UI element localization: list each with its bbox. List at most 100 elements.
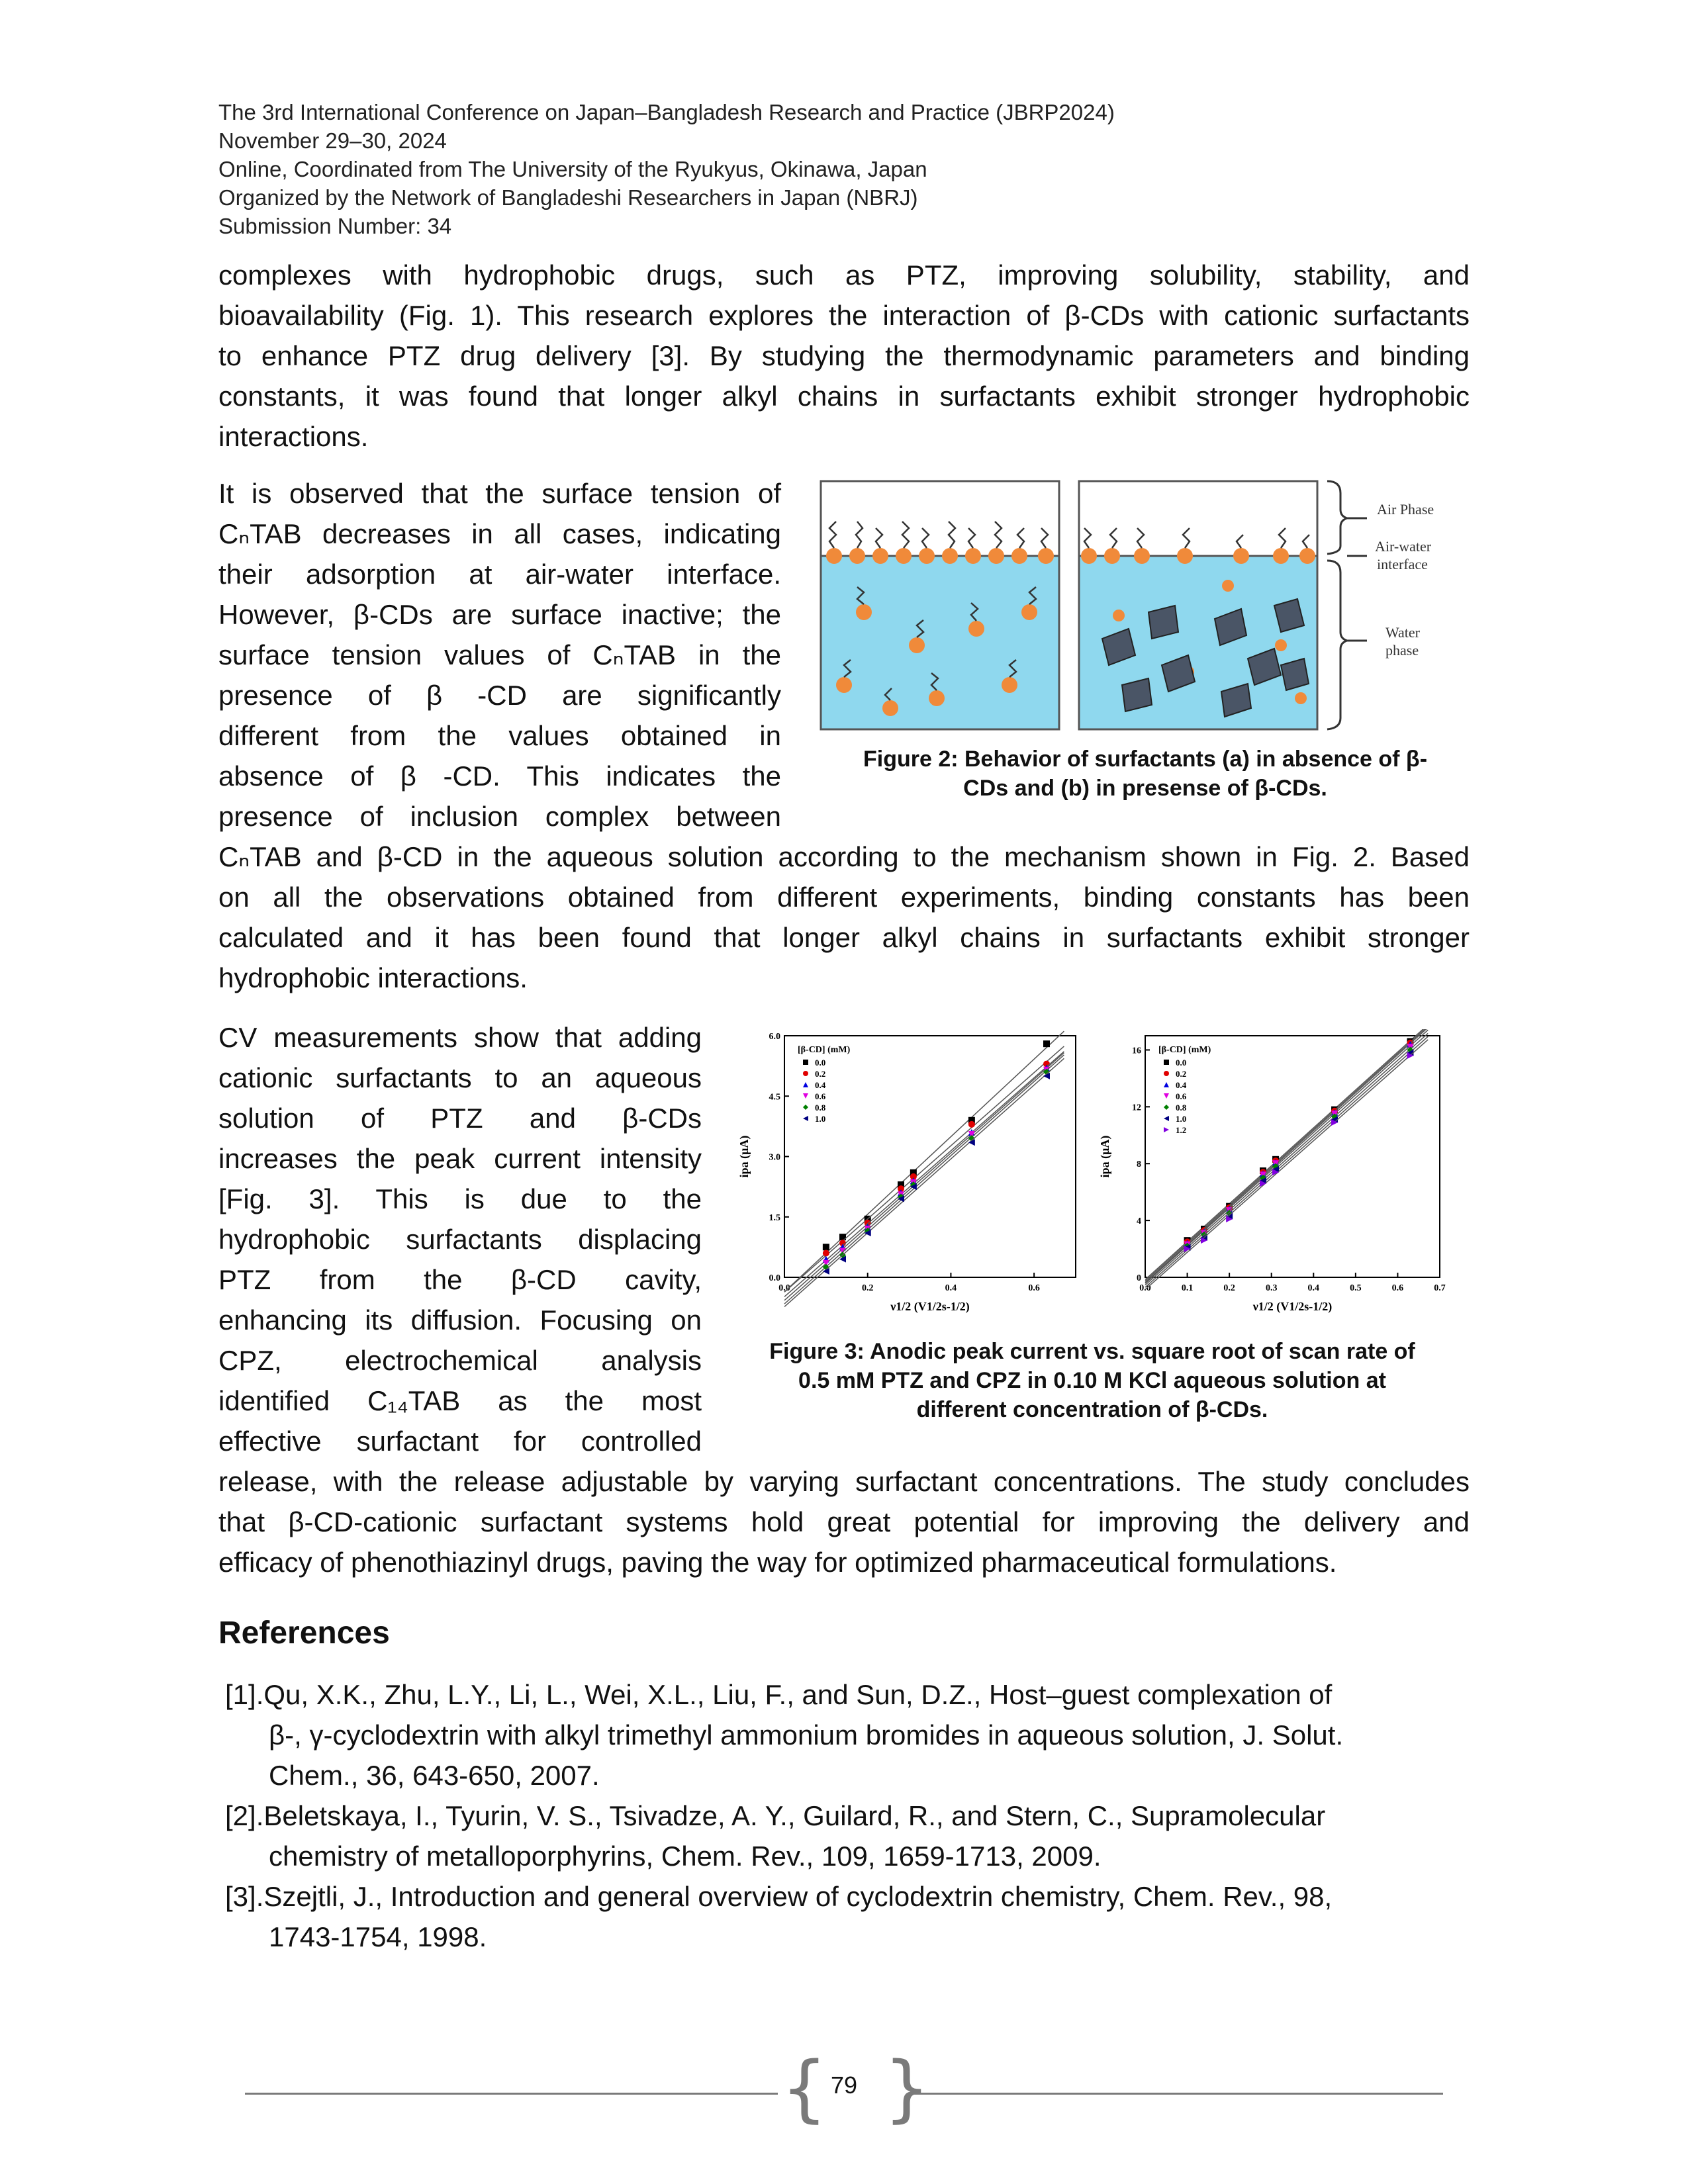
data-point <box>1164 1116 1169 1121</box>
phase-braces <box>1327 480 1367 731</box>
header-line-4: Organized by the Network of Bangladeshi … <box>218 185 918 210</box>
data-point <box>1272 1169 1280 1176</box>
text-line: presence of inclusion complex between <box>218 801 781 832</box>
fit-line <box>1145 1039 1429 1290</box>
conference-header: The 3rd International Conference on Japa… <box>218 98 1115 240</box>
header-line-2: November 29–30, 2024 <box>218 128 447 153</box>
text-line: CₙTAB and β-CD in the aqueous solution a… <box>218 841 1470 872</box>
text-line: to enhance PTZ drug delivery [3]. By stu… <box>218 340 1470 371</box>
data-point <box>968 1139 975 1146</box>
reference-item: [2].Beletskaya, I., Tyurin, V. S., Tsiva… <box>225 1796 1470 1876</box>
footer-rule-right <box>910 2093 1443 2095</box>
data-point <box>1260 1180 1266 1187</box>
figure-3-charts: 0.0 0.2 0.4 0.6 0.0 1.5 3.0 4.5 6.0 ν1/2 (V1/2s-1… <box>735 1024 1450 1320</box>
data-point <box>968 1116 975 1124</box>
data-point <box>803 1093 808 1099</box>
text-line: [Fig. 3]. This is due to the <box>218 1183 702 1214</box>
text-line: CV measurements show that adding <box>218 1022 702 1053</box>
x-tick-label: 0.4 <box>945 1283 957 1293</box>
data-point <box>1164 1127 1169 1132</box>
reference-text: Qu, X.K., Zhu, L.Y., Li, L., Wei, X.L., … <box>263 1679 1333 1710</box>
reference-number: [2]. <box>225 1800 264 1831</box>
data-point <box>822 1267 829 1275</box>
data-point <box>803 1116 808 1121</box>
page-number: 79 <box>831 2071 858 2099</box>
header-line-5: Submission Number: 34 <box>218 214 452 238</box>
surfactant-tails-a <box>828 521 1049 701</box>
text-line: calculated and it has been found that lo… <box>218 922 1470 953</box>
text-line: presence of β -CD are significantly <box>218 680 781 711</box>
text-line: interactions. <box>218 421 369 452</box>
legend-entry: 1.2 <box>1176 1125 1186 1135</box>
air-phase-label: Air Phase <box>1377 501 1434 518</box>
data-point <box>968 1120 975 1128</box>
data-point <box>1331 1118 1338 1126</box>
text-line: solution of PTZ and β-CDs <box>218 1103 702 1134</box>
data-point <box>1164 1105 1169 1110</box>
fit-line <box>784 1054 1064 1304</box>
x-tick-label: 0.4 <box>1308 1283 1320 1293</box>
y-tick-label: 16 <box>1132 1046 1141 1056</box>
reference-text: chemistry of metalloporphyrins, Chem. Re… <box>269 1841 1102 1872</box>
header-line-3: Online, Coordinated from The University … <box>218 157 927 181</box>
text-line: bioavailability (Fig. 1). This research … <box>218 300 1470 331</box>
x-axis-label: ν1/2 (V1/2s-1/2) <box>1252 1300 1333 1314</box>
data-point <box>968 1135 975 1142</box>
text-line: hydrophobic surfactants displacing <box>218 1224 702 1255</box>
surface-tension-paragraph-cont: CₙTAB and β-CD in the aqueous solution a… <box>218 837 1470 998</box>
data-point <box>910 1183 917 1191</box>
reference-text: β-, γ-cyclodextrin with alkyl trimethyl … <box>269 1719 1344 1751</box>
fit-line <box>1145 1024 1429 1280</box>
legend-entry: 0.6 <box>815 1091 826 1101</box>
data-point <box>910 1169 917 1176</box>
chart-frame <box>1145 1035 1440 1278</box>
text-line: identified C₁₄TAB as the most <box>218 1385 702 1416</box>
water-label-2: phase <box>1385 642 1419 659</box>
text-line: complexes with hydrophobic drugs, such a… <box>218 259 1470 291</box>
data-point <box>1043 1072 1050 1079</box>
reference-text: Szejtli, J., Introduction and general ov… <box>263 1881 1333 1912</box>
y-axis-label: ipa (μA) <box>1098 1136 1112 1178</box>
legend-title: [β-CD] (mM) <box>1158 1045 1211 1055</box>
y-tick-label: 4 <box>1137 1216 1141 1226</box>
caption-line: different concentration of β-CDs. <box>916 1397 1268 1422</box>
caption-line: Figure 3: Anodic peak current vs. square… <box>769 1339 1415 1364</box>
data-point <box>839 1234 846 1241</box>
legend-entry: 0.0 <box>815 1058 825 1068</box>
text-line: enhancing its diffusion. Focusing on <box>218 1304 702 1336</box>
text-line: constants, it was found that longer alky… <box>218 381 1470 412</box>
x-tick-label: 0.0 <box>778 1283 790 1293</box>
peak-current-charts: 0.0 0.2 0.4 0.60.01.53.04.56.0ν1/2 (V1/2s-1… <box>737 1024 1446 1314</box>
fit-line <box>1145 1025 1429 1282</box>
y-axis-label: ipa (μA) <box>737 1136 751 1178</box>
fit-line <box>1145 1027 1429 1283</box>
text-line: efficacy of phenothiazinyl drugs, paving… <box>218 1547 1337 1578</box>
legend-title: [β-CD] (mM) <box>798 1045 851 1055</box>
text-line: increases the peak current intensity <box>218 1143 702 1174</box>
surface-tension-paragraph: It is observed that the surface tension … <box>218 473 781 837</box>
reference-text: Chem., 36, 643-650, 2007. <box>269 1760 600 1791</box>
water-label-1: Water <box>1385 624 1421 641</box>
legend-entry: 0.0 <box>1176 1058 1186 1068</box>
y-tick-label: 8 <box>1137 1160 1141 1169</box>
data-point <box>898 1195 904 1203</box>
legend-entry: 0.2 <box>815 1069 825 1079</box>
data-point <box>803 1082 808 1087</box>
y-tick-label: 0.0 <box>769 1273 781 1283</box>
y-tick-label: 1.5 <box>769 1213 781 1223</box>
interface-label-1: Air-water <box>1375 538 1432 555</box>
text-line: It is observed that the surface tension … <box>218 478 781 509</box>
reference-text: Beletskaya, I., Tyurin, V. S., Tsivadze,… <box>263 1800 1326 1831</box>
reference-number: [1]. <box>225 1679 264 1710</box>
data-point <box>803 1071 808 1076</box>
data-point <box>839 1255 846 1263</box>
data-point <box>1164 1060 1169 1065</box>
data-point <box>898 1193 904 1201</box>
text-line: on all the observations obtained from di… <box>218 882 1470 913</box>
data-point <box>1272 1165 1280 1173</box>
legend-entry: 0.8 <box>815 1103 826 1113</box>
fit-line <box>784 1052 1064 1301</box>
data-point <box>839 1248 846 1255</box>
data-point <box>864 1230 871 1237</box>
text-line: different from the values obtained in <box>218 720 781 751</box>
